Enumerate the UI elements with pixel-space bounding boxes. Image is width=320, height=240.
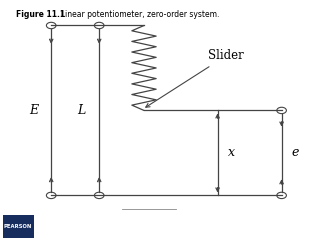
Text: Introduction to Engineering Experimentation, Third Edition
Anthony J. Wheeler • : Introduction to Engineering Experimentat… bbox=[43, 218, 171, 228]
FancyBboxPatch shape bbox=[3, 215, 34, 238]
Text: PEARSON: PEARSON bbox=[4, 224, 32, 229]
Text: L: L bbox=[77, 104, 86, 117]
Text: Linear potentiometer, zero-order system.: Linear potentiometer, zero-order system. bbox=[56, 10, 220, 18]
Text: e: e bbox=[291, 146, 299, 159]
Text: x: x bbox=[228, 146, 235, 159]
Text: Slider: Slider bbox=[146, 49, 244, 107]
Text: Figure 11.1: Figure 11.1 bbox=[16, 10, 65, 18]
Text: E: E bbox=[29, 104, 38, 117]
Text: Copyright ©2011 by Pearson Education, Inc.
Upper Saddle River, New Jersey 07458
: Copyright ©2011 by Pearson Education, In… bbox=[225, 218, 317, 232]
